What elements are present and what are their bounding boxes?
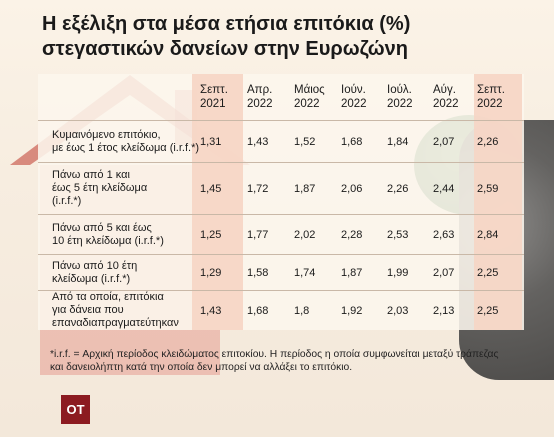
- table-row: Πάνω από 10 έτη κλείδωμα (i.r.f.*) 1,29 1…: [38, 254, 524, 291]
- table-cell: 1,87: [341, 254, 387, 291]
- header-col-7: Σεπτ. 2022: [477, 74, 524, 121]
- table-cell: 1,31: [200, 120, 247, 163]
- brand-logo: OT: [61, 395, 90, 424]
- header-col-3: Μάιος 2022: [294, 74, 341, 121]
- table-cell: 1,84: [387, 120, 433, 163]
- row-label: Πάνω από 5 και έως 10 έτη κλείδωμα (i.r.f…: [38, 214, 200, 255]
- table-row: Κυμαινόμενο επιτόκιο, με έως 1 έτος κλείδ…: [38, 120, 524, 163]
- row-label-line: Από τα οποία, επιτόκια: [52, 291, 164, 304]
- table-header-row: Σεπτ. 2021 Απρ. 2022 Μάιος 2022 Ιούν. 2022 Ι…: [38, 74, 524, 121]
- table-cell: 1,52: [294, 120, 341, 163]
- title-line-2: στεγαστικών δανείων στην Ευρωζώνη: [42, 38, 408, 60]
- rates-table-container: Σεπτ. 2021 Απρ. 2022 Μάιος 2022 Ιούν. 2022 Ι…: [38, 74, 524, 330]
- row-label-line: Κυμαινόμενο επιτόκιο,: [52, 128, 161, 141]
- header-year: 2022: [341, 98, 367, 110]
- table-cell: 2,53: [387, 214, 433, 255]
- table-cell: 2,63: [433, 214, 477, 255]
- table-cell: 1,25: [200, 214, 247, 255]
- table-cell: 2,44: [433, 162, 477, 215]
- table-cell: 2,03: [387, 304, 409, 317]
- table-cell: 2,59: [477, 162, 524, 215]
- row-label: Πάνω από 1 και έως 5 έτη κλείδωμα (i.r.f.*…: [38, 162, 200, 215]
- row-label-line: για δάνεια που: [52, 304, 124, 317]
- header-month: Ιούλ.: [387, 84, 412, 96]
- header-year: 2022: [247, 98, 273, 110]
- header-month: Σεπτ.: [477, 84, 505, 96]
- header-col-5: Ιούλ. 2022: [387, 74, 433, 121]
- row-label-line: Πάνω από 5 και έως: [52, 221, 152, 234]
- table-cell: 2,06: [341, 162, 387, 215]
- table-cell: 2,25: [477, 254, 524, 291]
- table-cell: 2,07: [433, 254, 477, 291]
- header-empty: [38, 74, 200, 121]
- row-label: Πάνω από 10 έτη κλείδωμα (i.r.f.*): [38, 254, 200, 291]
- header-col-1: Σεπτ. 2021: [200, 74, 247, 121]
- footnote-line-1: *i.r.f. = Αρχική περίοδος κλειδώματος επ…: [50, 349, 499, 360]
- header-col-2: Απρ. 2022: [247, 74, 294, 121]
- footnote-line-2: και δανειολήπτη κατά την οποία δεν μπορε…: [50, 362, 353, 373]
- row-label: Από τα οποία, επιτόκια για δάνεια που επαν…: [38, 291, 200, 331]
- table-row: Πάνω από 1 και έως 5 έτη κλείδωμα (i.r.f.*…: [38, 162, 524, 215]
- table-cell: 2,07: [433, 120, 477, 163]
- row-label-line: (i.r.f.*): [52, 195, 82, 207]
- header-year: 2022: [387, 98, 413, 110]
- table-cell: 2,02: [294, 214, 341, 255]
- row-label-line: επαναδιαπραγματεύτηκαν: [52, 317, 179, 330]
- header-year: 2021: [200, 98, 226, 110]
- table-cell: 2,26: [387, 162, 433, 215]
- table-cell: 2,84: [477, 214, 524, 255]
- footnote: *i.r.f. = Αρχική περίοδος κλειδώματος επ…: [50, 348, 530, 374]
- page-title: Η εξέλιξη στα μέσα ετήσια επιτόκια (%) σ…: [42, 12, 522, 62]
- table-cell: 1,99: [387, 254, 433, 291]
- table-cell: 2,26: [477, 120, 524, 163]
- header-year: 2022: [433, 98, 459, 110]
- table-cell: 1,68: [247, 304, 269, 317]
- header-year: 2022: [294, 98, 320, 110]
- title-line-1: Η εξέλιξη στα μέσα ετήσια επιτόκια (%): [42, 13, 411, 35]
- table-row: Από τα οποία, επιτόκια για δάνεια που επαν…: [38, 291, 524, 331]
- header-col-4: Ιούν. 2022: [341, 74, 387, 121]
- row-label-line: έως 5 έτη κλείδωμα: [52, 182, 148, 194]
- header-year: 2022: [477, 98, 503, 110]
- row-label-line: κλείδωμα (i.r.f.*): [52, 272, 131, 285]
- row-label: Κυμαινόμενο επιτόκιο, με έως 1 έτος κλείδ…: [38, 120, 200, 163]
- header-month: Αύγ.: [433, 84, 456, 96]
- table-cell: 1,43: [200, 304, 222, 317]
- table-row: Πάνω από 5 και έως 10 έτη κλείδωμα (i.r.f…: [38, 214, 524, 255]
- table-cell: 1,58: [247, 254, 294, 291]
- table-cell: 1,74: [294, 254, 341, 291]
- table-cell: 1,77: [247, 214, 294, 255]
- header-month: Σεπτ.: [200, 84, 228, 96]
- table-cell: 1,8: [294, 304, 310, 317]
- table-cell: 1,68: [341, 120, 387, 163]
- header-month: Ιούν.: [341, 84, 366, 96]
- row-label-line: 10 έτη κλείδωμα (i.r.f.*): [52, 234, 164, 247]
- row-label-line: Πάνω από 1 και: [52, 169, 130, 181]
- table-cell: 2,28: [341, 214, 387, 255]
- row-label-line: Πάνω από 10 έτη: [52, 259, 138, 272]
- header-month: Απρ.: [247, 84, 273, 96]
- rates-table: Σεπτ. 2021 Απρ. 2022 Μάιος 2022 Ιούν. 2022 Ι…: [38, 74, 524, 331]
- table-cell: 1,29: [200, 254, 247, 291]
- table-cell: 1,92: [341, 304, 363, 317]
- table-cell: 1,45: [200, 162, 247, 215]
- table-cell: 2,13: [433, 304, 455, 317]
- table-cell: 1,72: [247, 162, 294, 215]
- table-cell: 1,87: [294, 162, 341, 215]
- table-cell: 2,25: [477, 304, 499, 317]
- header-col-6: Αύγ. 2022: [433, 74, 477, 121]
- row-label-line: με έως 1 έτος κλείδωμα (i.r.f.*): [52, 141, 200, 154]
- header-month: Μάιος: [294, 84, 325, 96]
- table-cell: 1,43: [247, 120, 294, 163]
